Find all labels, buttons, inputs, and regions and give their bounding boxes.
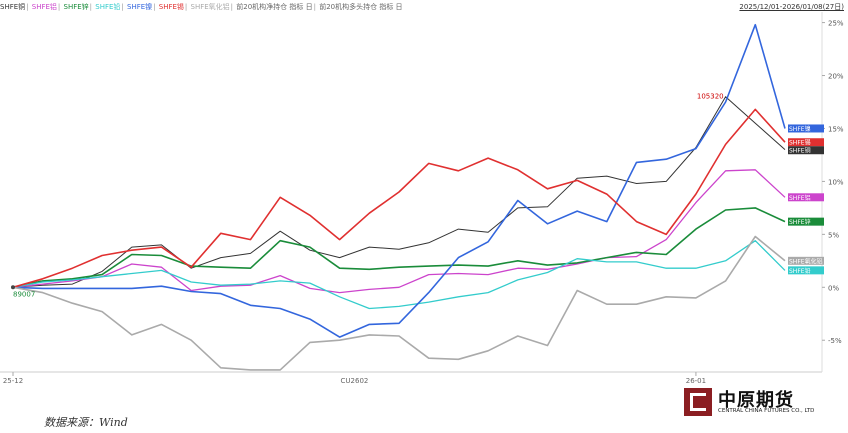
legend-item-lead[interactable]: SHFE铅 [95, 3, 121, 11]
legend-item-zinc[interactable]: SHFE锌 [63, 3, 89, 11]
series-end-label: SHFE氧化铝 [789, 257, 823, 265]
series-line [12, 207, 786, 289]
date-range[interactable]: 2025/12/01-2026/01/08(27日) [739, 3, 844, 11]
logo-mark-icon [684, 388, 712, 416]
legend-item-aluminium[interactable]: SHFE铝 [31, 3, 57, 11]
legend-bar: SHFE铜| SHFE铝| SHFE锌| SHFE铅| SHFE镍| SHFE锡… [0, 3, 403, 11]
y-tick-label: 5% [828, 231, 839, 239]
x-tick-label: CU2602 [341, 377, 369, 385]
series-end-label: SHFE镍 [789, 125, 811, 133]
y-tick-label: 25% [828, 20, 844, 28]
series-line [12, 96, 786, 288]
legend-item-nickel[interactable]: SHFE镍 [127, 3, 153, 11]
series-end-badge [788, 256, 824, 265]
series-end-badge [788, 266, 824, 275]
logo-cn-text: 中原期货 [718, 390, 794, 411]
legend-item-alumina[interactable]: SHFE氧化铝 [190, 3, 230, 11]
logo-en-text: CENTRAL CHINA FUTURES CO., LTD [718, 408, 815, 414]
y-tick-label: -5% [828, 337, 842, 345]
data-source-note: 数据来源：Wind [44, 416, 128, 429]
series-end-label: SHFE锡 [789, 139, 811, 147]
x-tick-label: 25-12 [3, 377, 23, 385]
series-end-badge [788, 146, 824, 155]
series-line [12, 108, 786, 289]
series-line [12, 23, 786, 338]
series-end-label: SHFE铅 [789, 267, 811, 275]
max-value-label: 105320 [697, 93, 724, 101]
series-end-label: SHFE锌 [789, 218, 811, 226]
company-logo: 中原期货 CENTRAL CHINA FUTURES CO., LTD [684, 388, 816, 418]
y-tick-label: 0% [828, 284, 839, 292]
x-tick-label: 26-01 [686, 377, 706, 385]
y-tick-label: 15% [828, 125, 844, 133]
series-line [12, 169, 786, 294]
series-end-badge [788, 138, 824, 147]
legend-item-long-position[interactable]: 前20机构多头持仓 指标 日 [319, 3, 403, 11]
legend-item-tin[interactable]: SHFE锡 [158, 3, 184, 11]
series-end-label: SHFE铜 [789, 147, 811, 155]
start-point [11, 285, 15, 290]
min-value-label: 89007 [13, 290, 35, 298]
series-end-label: SHFE铝 [789, 194, 811, 202]
y-tick-label: 10% [828, 178, 844, 186]
legend-item-copper[interactable]: SHFE铜 [0, 3, 26, 11]
series-line [12, 240, 786, 310]
series-end-badge [788, 217, 824, 226]
series-end-badge [788, 193, 824, 202]
series-end-badge [788, 124, 824, 133]
y-tick-label: 20% [828, 73, 844, 81]
series-line [12, 235, 786, 371]
legend-item-net-position[interactable]: 前20机构净持仓 指标 日 [236, 3, 313, 11]
